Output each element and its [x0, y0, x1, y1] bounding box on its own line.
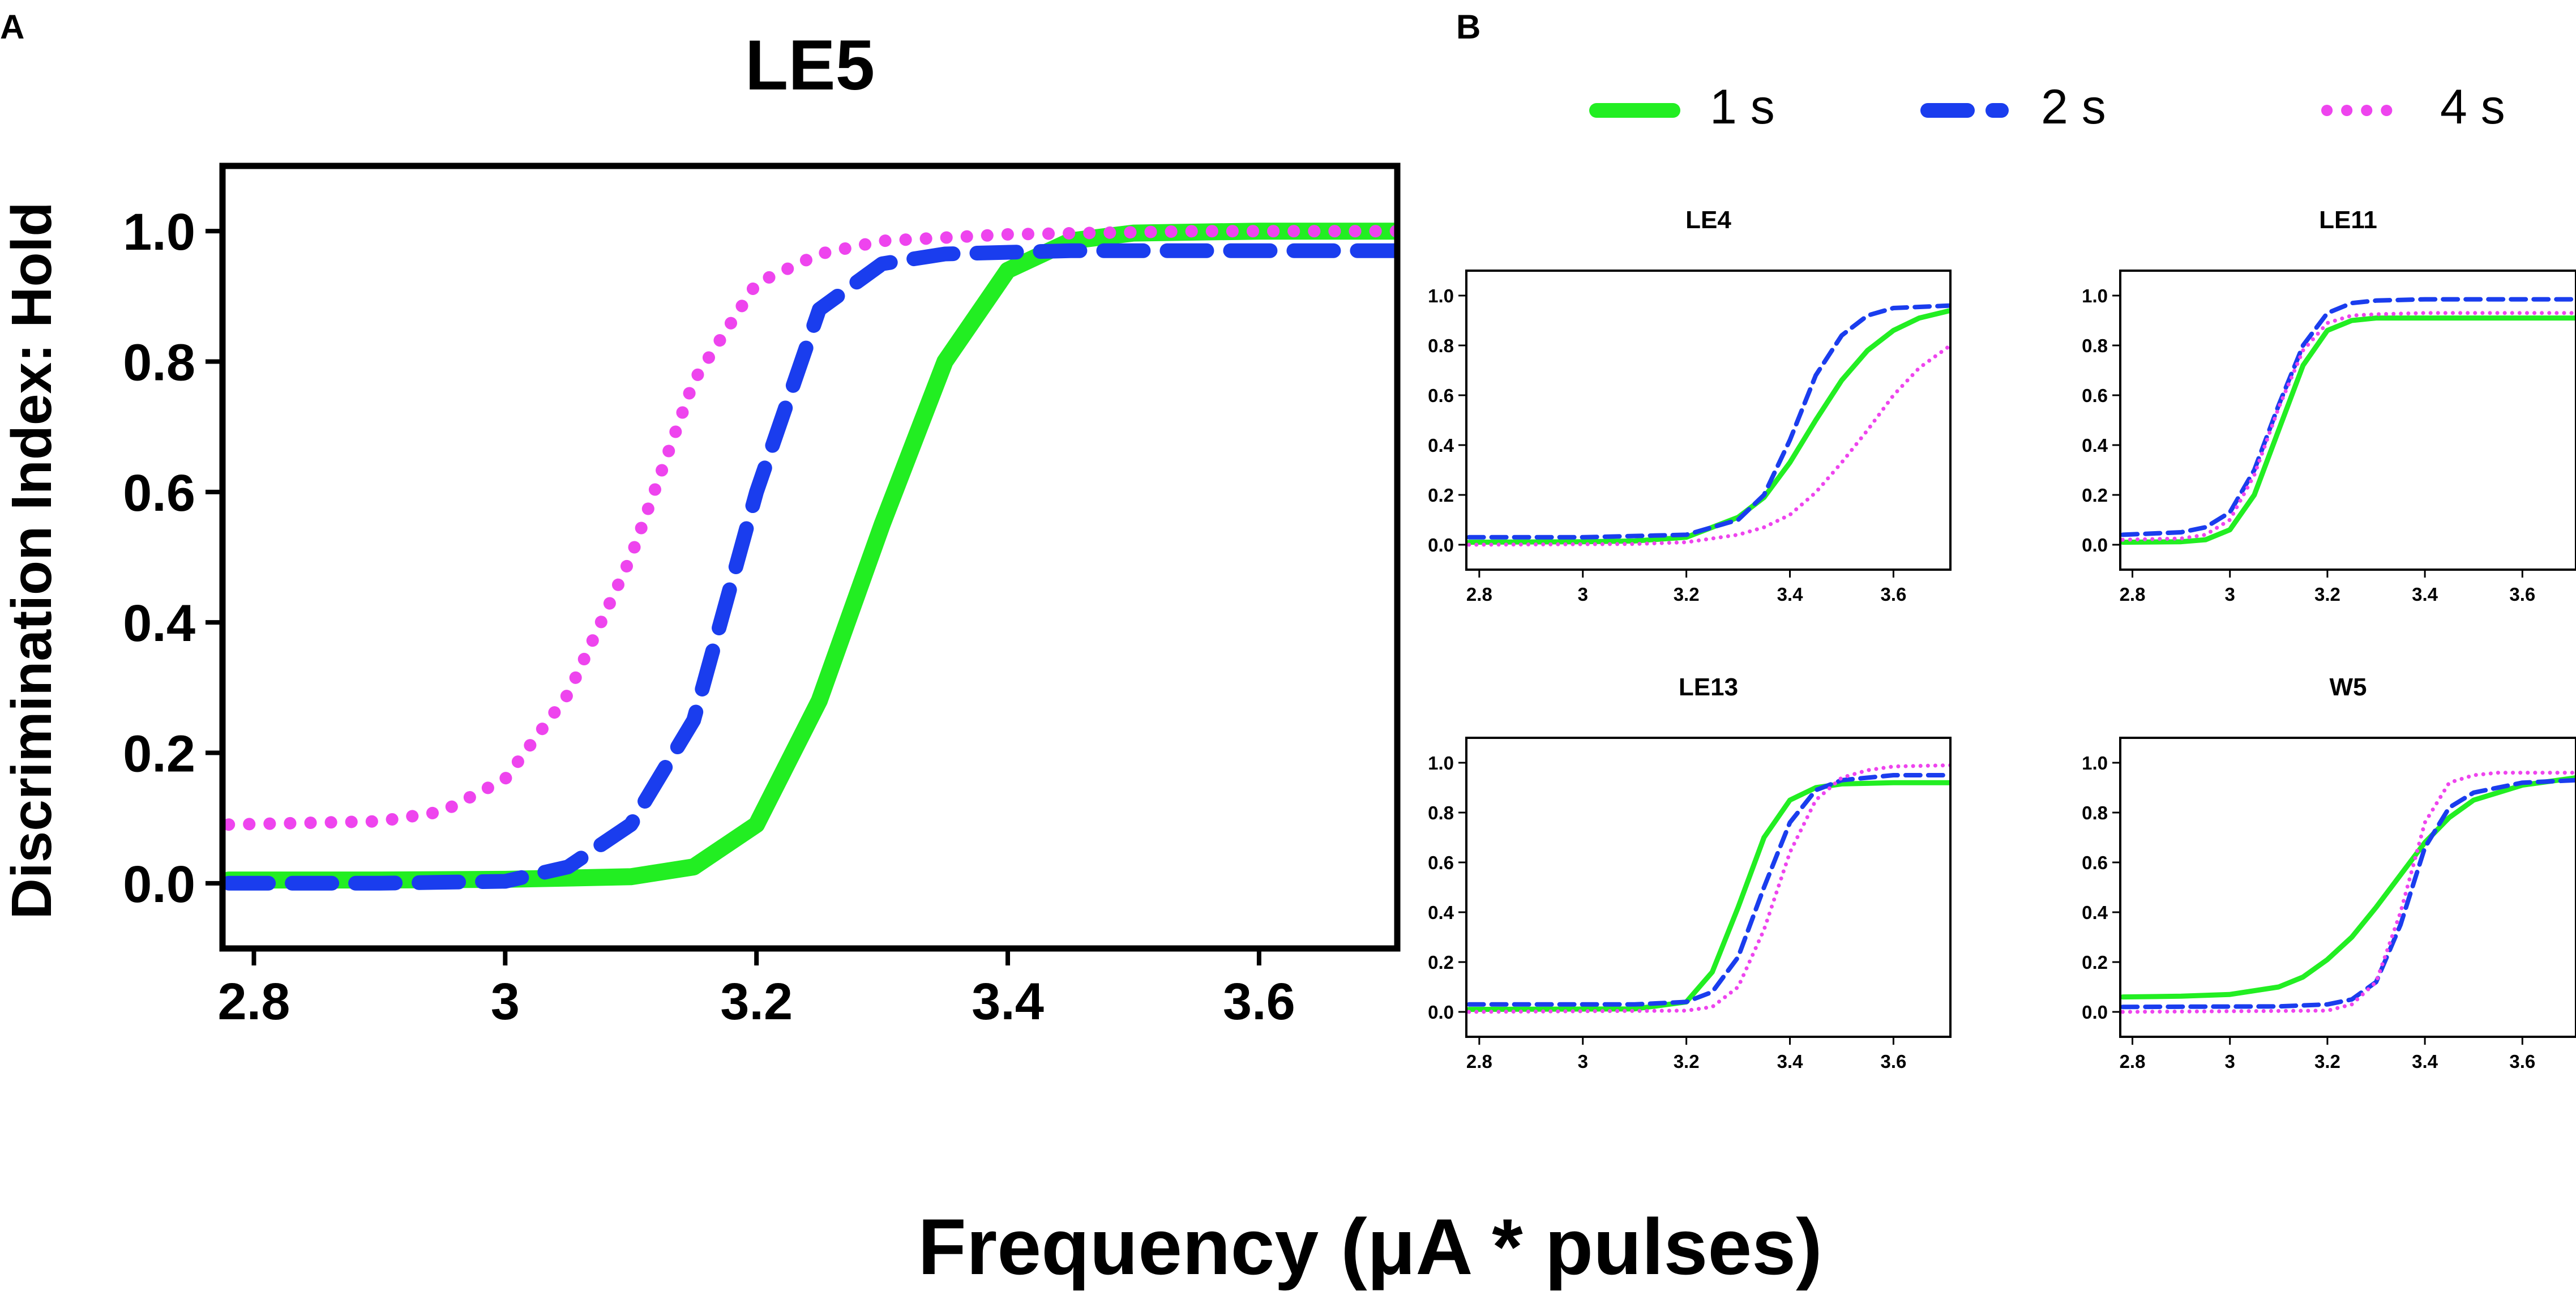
y-tick-label-le4-0-4: 0.4	[1428, 435, 1454, 456]
series-2-s-line-le11	[2120, 297, 2576, 537]
panel-label-b: B	[1456, 8, 1480, 46]
y-tick-label-le11-0-4: 0.4	[2082, 435, 2108, 456]
y-tick-label-le4-0-0: 0.0	[1428, 535, 1454, 555]
series-1-s-line-le11	[2120, 315, 2576, 545]
legend-label-4s: 4 s	[2440, 80, 2505, 134]
x-tick-label-w5-3: 3	[2225, 1051, 2235, 1072]
x-axis-label: Frequency (μA * pulses)	[918, 1202, 1822, 1291]
x-tick-label-w5-3-4: 3.4	[2412, 1051, 2438, 1072]
series-2-s-line-le4	[1466, 303, 1950, 540]
x-tick-label-w5-3-2: 3.2	[2314, 1051, 2340, 1072]
series-2-s-line-le13	[1466, 773, 1950, 1007]
series-1-s-line-w5	[2120, 775, 2576, 1000]
charts: LE5 2.8 3 3.2 3.4 3.6 0.0 0.2 0.4 0.6 0.8 1.0 LE4 2.8…	[123, 26, 2576, 1072]
y-tick-label-w5-0-0: 0.0	[2082, 1002, 2108, 1023]
series-2-s-line-le5	[222, 243, 1397, 891]
x-tick-label-le11-3-2: 3.2	[2314, 584, 2340, 605]
y-tick-label-le5-0-4: 0.4	[123, 595, 195, 652]
y-tick-label-le11-0-2: 0.2	[2082, 485, 2108, 506]
x-tick-label-le5-2-8: 2.8	[218, 973, 290, 1031]
y-tick-label-le5-0-6: 0.6	[123, 464, 195, 522]
x-tick-label-le11-2-8: 2.8	[2120, 584, 2146, 605]
series-1-s-line-le4	[1466, 307, 1950, 545]
series-group-w5	[2120, 771, 2576, 1014]
x-tick-label-le5-3-6: 3.6	[1223, 973, 1295, 1031]
x-tick-label-le5-3-2: 3.2	[720, 973, 793, 1031]
y-tick-label-le4-0-6: 0.6	[1428, 385, 1454, 406]
legend-label-2s: 2 s	[2041, 80, 2106, 134]
x-tick-label-w5-2-8: 2.8	[2120, 1051, 2146, 1072]
y-tick-label-le11-0-6: 0.6	[2082, 385, 2108, 406]
y-tick-label-w5-0-6: 0.6	[2082, 852, 2108, 873]
y-tick-label-le13-1-0: 1.0	[1428, 753, 1454, 773]
y-tick-label-le13-0-0: 0.0	[1428, 1002, 1454, 1023]
x-tick-label-le4-3-6: 3.6	[1880, 584, 1906, 605]
plot-frame-le5	[219, 163, 1401, 952]
chart-w5: W5 2.8 3 3.2 3.4 3.6 0.0 0.2 0.4 0.6 0.8 1.0	[2082, 673, 2576, 1072]
y-tick-label-w5-0-8: 0.8	[2082, 802, 2108, 823]
series-4-s-line-le11	[2120, 311, 2576, 542]
x-tick-label-le11-3-4: 3.4	[2412, 584, 2438, 605]
series-4-s-line-le5	[222, 225, 1397, 831]
chart-le11: LE11 2.8 3 3.2 3.4 3.6 0.0 0.2 0.4 0.6 0.8 1.0	[2082, 206, 2576, 605]
chart-title-w5: W5	[2330, 673, 2367, 701]
y-tick-label-le11-0-0: 0.0	[2082, 535, 2108, 555]
chart-title-le5: LE5	[745, 26, 875, 105]
series-group-le4	[1466, 303, 1950, 547]
y-tick-label-le5-0-2: 0.2	[123, 725, 195, 783]
x-tick-label-le4-2-8: 2.8	[1466, 584, 1492, 605]
chart-title-le11: LE11	[2319, 206, 2377, 234]
series-group-le5	[222, 223, 1397, 891]
y-tick-label-le4-1-0: 1.0	[1428, 285, 1454, 306]
plot-frame-w5	[2119, 737, 2576, 1038]
y-tick-label-le5-0-0: 0.0	[123, 856, 195, 913]
y-tick-label-le4-0-8: 0.8	[1428, 335, 1454, 356]
chart-le4: LE4 2.8 3 3.2 3.4 3.6 0.0 0.2 0.4 0.6 0.8 1.0	[1428, 206, 1952, 605]
series-4-s-line-le13	[1467, 763, 1950, 1014]
y-tick-label-w5-0-4: 0.4	[2082, 902, 2108, 923]
y-tick-label-le11-0-8: 0.8	[2082, 335, 2108, 356]
y-tick-label-w5-0-2: 0.2	[2082, 952, 2108, 973]
series-4-s-line-w5	[2120, 771, 2576, 1014]
x-tick-label-le4-3-4: 3.4	[1777, 584, 1804, 605]
x-tick-label-le13-3: 3	[1578, 1051, 1588, 1072]
series-group-le11	[2120, 297, 2576, 545]
legend-label-1s: 1 s	[1710, 80, 1775, 134]
x-tick-label-le5-3: 3	[491, 973, 520, 1031]
series-group-le13	[1466, 763, 1950, 1014]
x-tick-label-le4-3-2: 3.2	[1674, 584, 1700, 605]
y-tick-label-w5-1-0: 1.0	[2082, 753, 2108, 773]
y-tick-label-le13-0-6: 0.6	[1428, 852, 1454, 873]
chart-le5: LE5 2.8 3 3.2 3.4 3.6 0.0 0.2 0.4 0.6 0.8 1.0	[123, 26, 1401, 1031]
y-tick-label-le13-0-4: 0.4	[1428, 902, 1454, 923]
plot-frame-le11	[2119, 270, 2576, 571]
x-tick-label-le13-2-8: 2.8	[1466, 1051, 1492, 1072]
x-tick-label-le11-3-6: 3.6	[2509, 584, 2535, 605]
x-tick-label-le13-3-6: 3.6	[1880, 1051, 1906, 1072]
legend: 1 s 2 s 4 s	[1589, 80, 2505, 134]
chart-title-le4: LE4	[1685, 206, 1731, 234]
panel-label-a: A	[0, 8, 24, 46]
plot-frame-le4	[1465, 270, 1952, 571]
x-tick-label-le11-3: 3	[2225, 584, 2235, 605]
x-tick-label-le5-3-4: 3.4	[972, 973, 1044, 1031]
x-tick-label-le4-3: 3	[1578, 584, 1588, 605]
y-tick-label-le11-1-0: 1.0	[2082, 285, 2108, 306]
y-tick-label-le13-0-2: 0.2	[1428, 952, 1454, 973]
y-tick-label-le4-0-2: 0.2	[1428, 485, 1454, 506]
y-axis-label: Discrimination Index: Hold	[0, 202, 63, 920]
y-tick-label-le5-0-8: 0.8	[123, 334, 195, 392]
series-4-s-line-le4	[1467, 343, 1950, 547]
x-tick-label-w5-3-6: 3.6	[2509, 1051, 2535, 1072]
y-tick-label-le5-1-0: 1.0	[123, 203, 195, 261]
series-2-s-line-w5	[2120, 777, 2576, 1010]
x-tick-label-le13-3-2: 3.2	[1674, 1051, 1700, 1072]
x-tick-label-le13-3-4: 3.4	[1777, 1051, 1804, 1072]
y-tick-label-le13-0-8: 0.8	[1428, 802, 1454, 823]
chart-le13: LE13 2.8 3 3.2 3.4 3.6 0.0 0.2 0.4 0.6 0.8 1.0	[1428, 673, 1952, 1072]
series-1-s-line-le13	[1466, 780, 1950, 1012]
chart-title-le13: LE13	[1679, 673, 1738, 701]
plot-frame-le13	[1465, 737, 1952, 1038]
